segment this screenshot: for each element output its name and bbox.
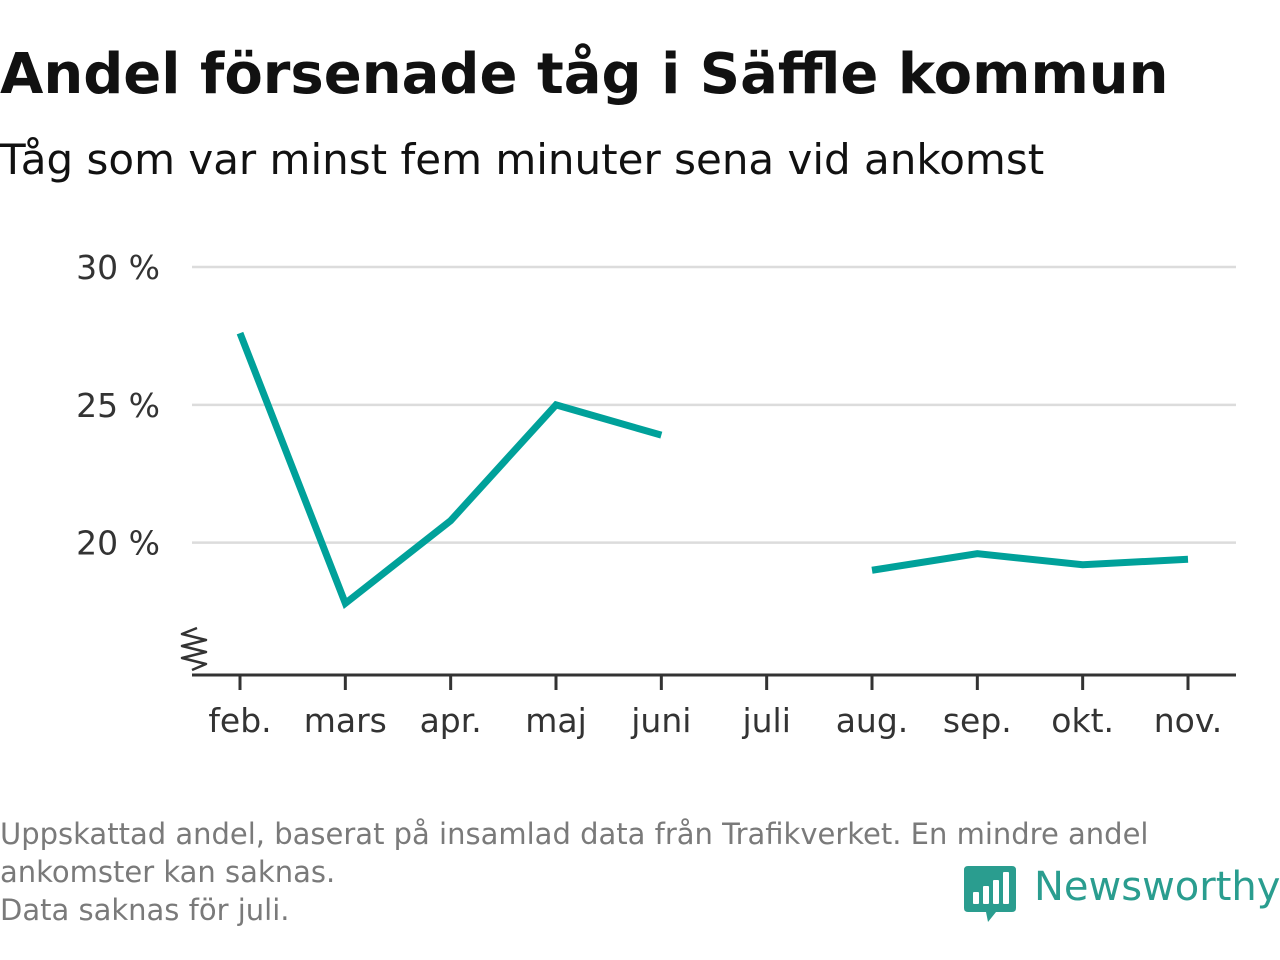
- x-tick-label: feb.: [208, 701, 271, 740]
- brand-logo: Newsworthy: [962, 862, 1280, 928]
- series-line: [871, 550, 1189, 574]
- y-axis-break-icon: [180, 626, 208, 672]
- footnote-line: Data saknas för juli.: [0, 893, 290, 927]
- x-tick-label: okt.: [1051, 701, 1114, 740]
- footnote: Uppskattad andel, baserat på insamlad da…: [0, 815, 1270, 929]
- y-tick-label: 20 %: [76, 524, 160, 563]
- y-tick-label: 30 %: [76, 248, 160, 287]
- x-tick-label: aug.: [836, 701, 909, 740]
- chart-subtitle: Tåg som var minst fem minuter sena vid a…: [0, 135, 1045, 184]
- x-tick-label: juni: [630, 701, 691, 740]
- x-tick-label: mars: [304, 701, 387, 740]
- series-lines: [236, 331, 1189, 609]
- x-tick-label: juli: [741, 701, 790, 740]
- footnote-line: ankomster kan saknas.: [0, 855, 336, 889]
- y-axis-tick-labels: 20 % 25 % 30 %: [76, 248, 160, 563]
- footnote-line: Uppskattad andel, baserat på insamlad da…: [0, 817, 1149, 851]
- y-tick-label: 25 %: [76, 386, 160, 425]
- brand-name: Newsworthy: [1034, 864, 1280, 910]
- series-line: [236, 331, 663, 609]
- chart-title: Andel försenade tåg i Säffle kommun: [0, 42, 1169, 107]
- x-tick-label: apr.: [420, 701, 482, 740]
- x-tick-label: nov.: [1154, 701, 1223, 740]
- x-axis-ticks: feb. mars apr. maj juni juli aug. sep. okt. nov.: [208, 675, 1222, 740]
- grid-lines: [192, 265, 1236, 544]
- newsworthy-logo-icon: [964, 866, 1016, 922]
- line-chart: 20 % 25 % 30 % feb. mars apr. maj juni juli aug.…: [76, 248, 1236, 740]
- x-tick-label: sep.: [943, 701, 1012, 740]
- x-tick-label: maj: [525, 701, 587, 740]
